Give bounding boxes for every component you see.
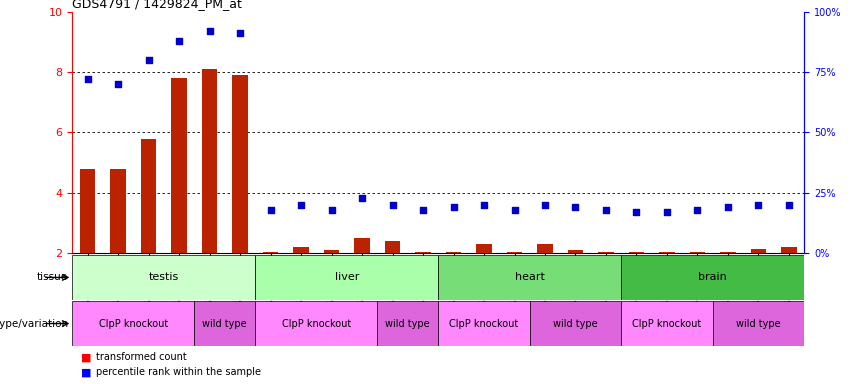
Text: transformed count: transformed count xyxy=(96,352,187,362)
Bar xyxy=(438,301,529,346)
Point xyxy=(355,195,368,201)
Point xyxy=(111,81,125,87)
Text: ClpP knockout: ClpP knockout xyxy=(282,318,351,329)
Bar xyxy=(232,75,248,253)
Text: wild type: wild type xyxy=(736,318,780,329)
Bar xyxy=(720,252,735,253)
Text: wild type: wild type xyxy=(386,318,430,329)
Bar xyxy=(477,244,492,253)
Text: ClpP knockout: ClpP knockout xyxy=(449,318,518,329)
Bar xyxy=(72,255,255,300)
Text: liver: liver xyxy=(334,272,359,283)
Bar xyxy=(255,255,438,300)
Bar xyxy=(202,69,217,253)
Text: percentile rank within the sample: percentile rank within the sample xyxy=(96,367,261,377)
Bar xyxy=(446,252,461,253)
Bar xyxy=(194,301,255,346)
Bar xyxy=(111,169,126,253)
Bar xyxy=(294,247,309,253)
Point xyxy=(599,207,613,213)
Bar xyxy=(438,255,621,300)
Text: brain: brain xyxy=(699,272,727,283)
Bar xyxy=(751,249,766,253)
Point xyxy=(447,204,460,210)
Point xyxy=(568,204,582,210)
Bar xyxy=(80,169,95,253)
Bar xyxy=(354,238,369,253)
Text: ■: ■ xyxy=(81,367,91,377)
Bar xyxy=(568,250,583,253)
Point xyxy=(782,202,796,208)
Bar xyxy=(621,301,712,346)
Point xyxy=(203,28,216,34)
Bar xyxy=(507,252,523,253)
Point xyxy=(264,207,277,213)
Text: ■: ■ xyxy=(81,352,91,362)
Point xyxy=(416,207,430,213)
Bar xyxy=(377,301,438,346)
Point xyxy=(172,38,186,44)
Bar xyxy=(660,252,675,253)
Bar xyxy=(712,301,804,346)
Point xyxy=(386,202,399,208)
Point xyxy=(721,204,734,210)
Text: wild type: wild type xyxy=(553,318,597,329)
Text: testis: testis xyxy=(149,272,179,283)
Bar xyxy=(598,252,614,253)
Bar xyxy=(781,247,797,253)
Text: ClpP knockout: ClpP knockout xyxy=(99,318,168,329)
Point xyxy=(233,30,247,36)
Text: heart: heart xyxy=(515,272,545,283)
Bar xyxy=(72,301,194,346)
Text: wild type: wild type xyxy=(203,318,247,329)
Point xyxy=(325,207,339,213)
Point xyxy=(294,202,308,208)
Bar xyxy=(255,301,377,346)
Point xyxy=(142,57,156,63)
Point xyxy=(630,209,643,215)
Point xyxy=(508,207,522,213)
Text: genotype/variation: genotype/variation xyxy=(0,318,68,329)
Bar xyxy=(690,252,705,253)
Point xyxy=(477,202,491,208)
Bar xyxy=(385,242,400,253)
Bar xyxy=(629,252,644,253)
Text: ClpP knockout: ClpP knockout xyxy=(632,318,701,329)
Bar xyxy=(415,252,431,253)
Point xyxy=(538,202,551,208)
Bar xyxy=(141,139,157,253)
Bar xyxy=(324,250,340,253)
Bar xyxy=(171,78,186,253)
Point xyxy=(81,76,94,82)
Bar xyxy=(537,244,552,253)
Point xyxy=(751,202,765,208)
Text: tissue: tissue xyxy=(37,272,68,283)
Point xyxy=(660,209,674,215)
Text: GDS4791 / 1429824_PM_at: GDS4791 / 1429824_PM_at xyxy=(72,0,243,10)
Bar xyxy=(263,252,278,253)
Point xyxy=(691,207,705,213)
Bar xyxy=(529,301,621,346)
Bar xyxy=(621,255,804,300)
